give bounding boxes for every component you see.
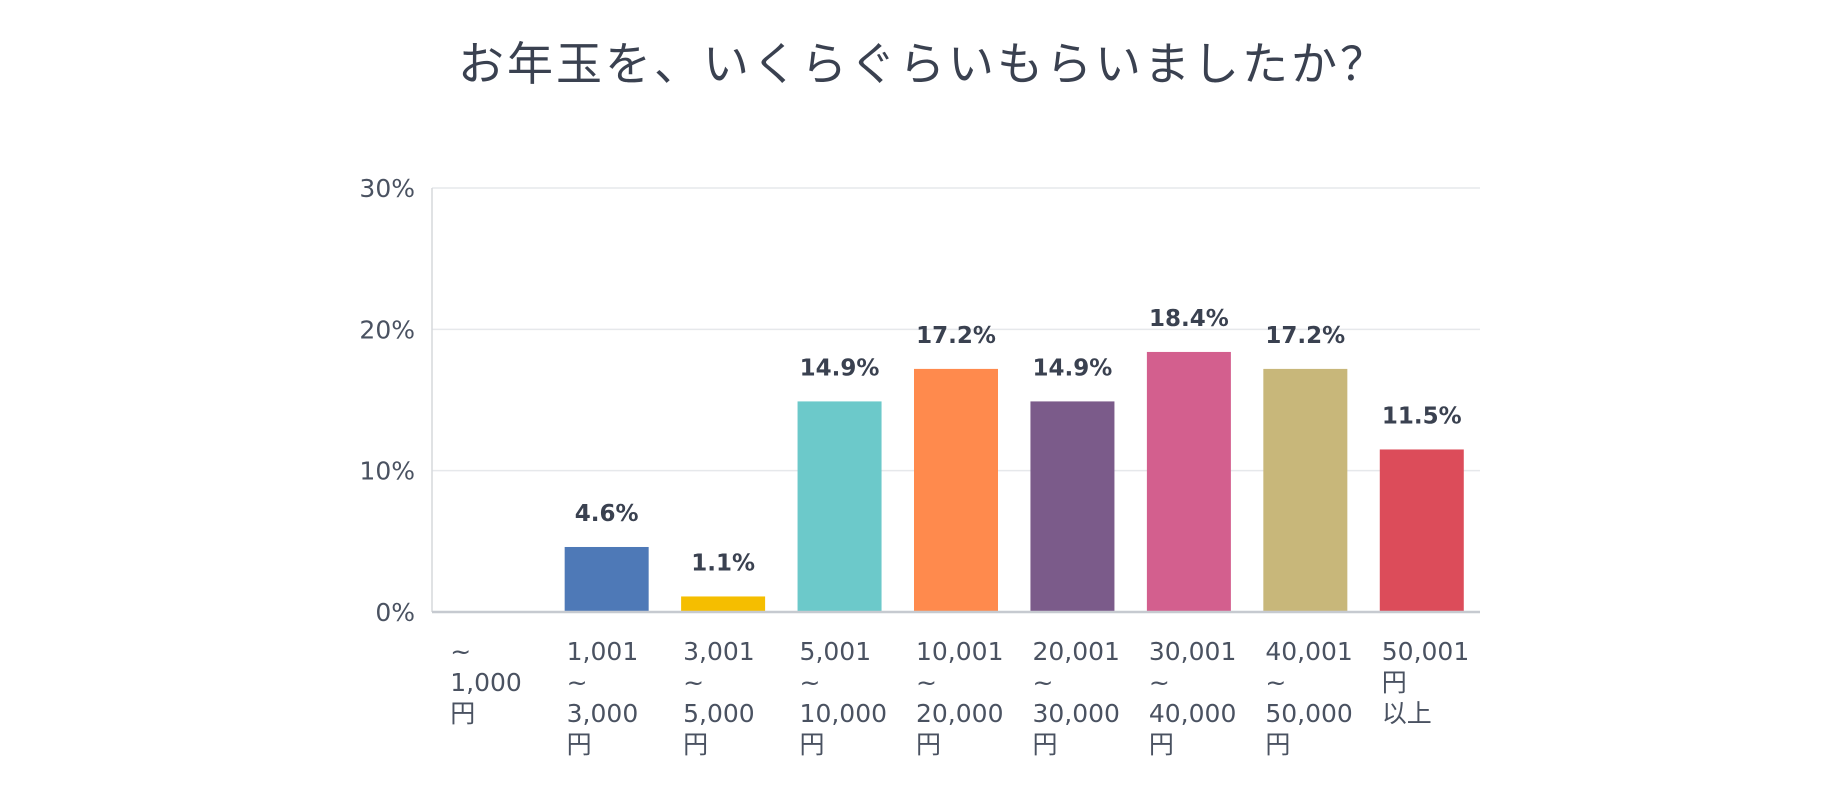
x-tick-label-4: 10,001 ~20,000 円 <box>916 637 1003 759</box>
bar-value-label-1: 4.6% <box>575 501 639 527</box>
bar-8 <box>1379 449 1464 612</box>
bar-7 <box>1263 368 1348 612</box>
y-tick-label-1: 10% <box>359 457 415 486</box>
x-tick-label-2: 3,001 ~5,000 円 <box>683 637 755 759</box>
x-tick-label-3: 5,001 ~10,000 円 <box>800 637 887 759</box>
bar-2 <box>681 596 766 612</box>
chart-title: お年玉を、いくらぐらいもらいましたか？ <box>458 37 1389 91</box>
x-tick-label-5: 20,001 ~30,000 円 <box>1032 637 1119 759</box>
bar-value-label-4: 17.2% <box>916 323 996 349</box>
x-tick-label-1: 1,001 ~3,000 円 <box>567 637 639 759</box>
bar-1 <box>564 546 649 612</box>
bar-value-label-8: 11.5% <box>1382 403 1462 429</box>
y-tick-label-2: 20% <box>359 315 415 344</box>
x-tick-label-7: 40,001 ~50,000 円 <box>1265 637 1352 759</box>
bar-value-label-6: 18.4% <box>1149 306 1229 332</box>
bar-3 <box>797 401 882 612</box>
x-tick-label-6: 30,001 ~40,000 円 <box>1149 637 1236 759</box>
bar-value-label-7: 17.2% <box>1265 323 1345 349</box>
bar-value-label-5: 14.9% <box>1033 355 1113 381</box>
bar-value-label-2: 1.1% <box>691 550 755 576</box>
bar-6 <box>1146 351 1231 612</box>
y-tick-label-3: 30% <box>359 174 415 203</box>
x-tick-label-0: ~1,000 円 <box>450 637 522 728</box>
bar-4 <box>914 368 998 612</box>
bar-5 <box>1030 401 1115 612</box>
x-tick-label-8: 50,001 円以上 <box>1382 637 1469 728</box>
y-tick-label-0: 0% <box>375 598 415 627</box>
bar-value-label-3: 14.9% <box>800 355 880 381</box>
